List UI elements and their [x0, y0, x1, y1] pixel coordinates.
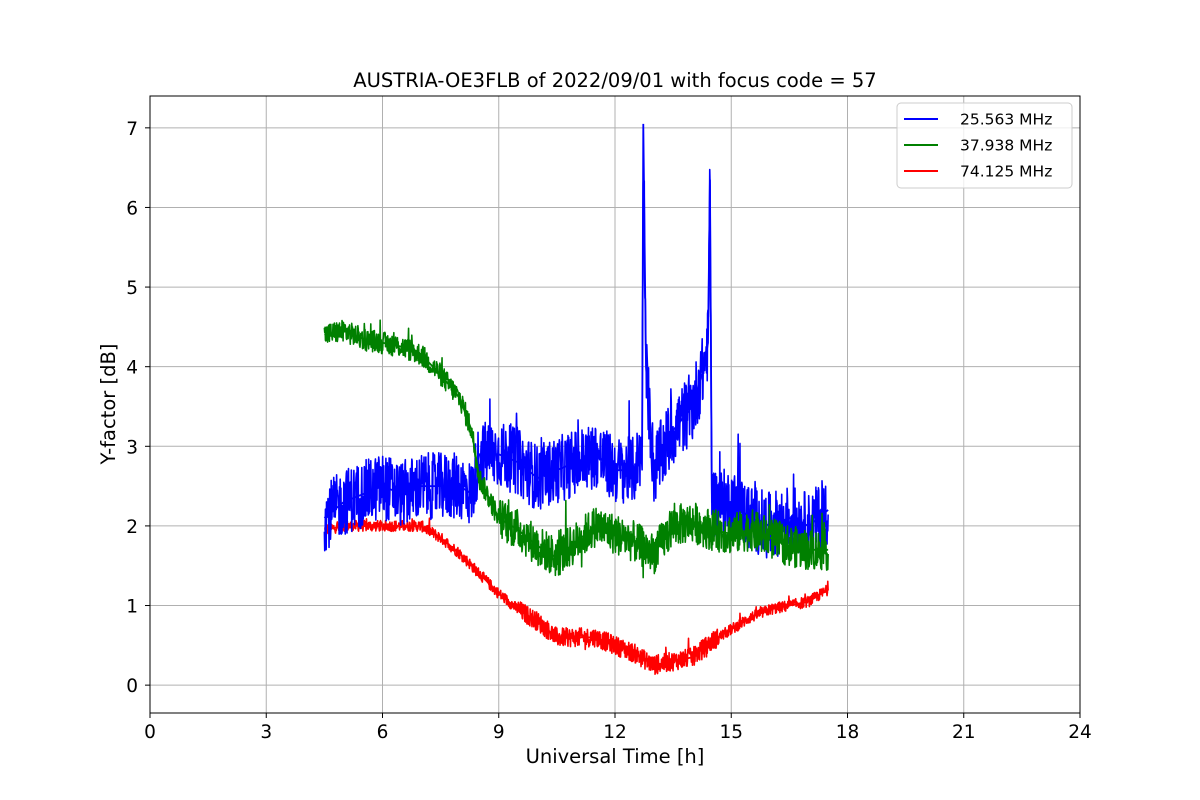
x-tick-label: 18 — [836, 722, 860, 743]
x-axis-ticks: 0 3 6 9 12 15 18 21 24 — [144, 713, 1092, 743]
legend-label-series-3: 74.125 MHz — [960, 163, 1052, 181]
series-noise-trace — [323, 319, 829, 579]
series-layer — [323, 123, 829, 675]
y-axis-label: Y-factor [dB] — [97, 344, 120, 466]
legend: 25.563 MHz 37.938 MHz 74.125 MHz — [896, 102, 1073, 189]
y-tick-label: 7 — [126, 119, 138, 140]
legend-frame — [896, 102, 1073, 189]
y-tick-label: 3 — [126, 437, 138, 458]
x-axis-label: Universal Time [h] — [526, 745, 705, 768]
x-tick-label: 6 — [377, 722, 389, 743]
y-tick-label: 1 — [126, 597, 138, 618]
x-tick-label: 12 — [603, 722, 627, 743]
y-tick-label: 4 — [126, 358, 138, 379]
y-axis-ticks: 0 1 2 3 4 5 6 7 — [126, 119, 150, 697]
series-noise-trace — [323, 168, 829, 559]
y-tick-label: 2 — [126, 517, 138, 538]
series-line — [324, 525, 829, 667]
series-noise-trace — [323, 517, 829, 675]
y-tick-label: 0 — [126, 676, 138, 697]
plot-area — [149, 95, 1081, 714]
y-tick-label: 5 — [126, 278, 138, 299]
x-tick-label: 3 — [260, 722, 272, 743]
x-tick-label: 0 — [144, 722, 156, 743]
legend-label-series-1: 25.563 MHz — [960, 111, 1052, 129]
legend-label-series-2: 37.938 MHz — [960, 137, 1052, 155]
x-tick-label: 21 — [952, 722, 976, 743]
y-tick-label: 6 — [126, 198, 138, 219]
x-tick-label: 15 — [719, 722, 743, 743]
series-line — [323, 123, 829, 527]
x-tick-label: 9 — [493, 722, 505, 743]
chart-title: AUSTRIA-OE3FLB of 2022/09/01 with focus … — [353, 69, 876, 92]
series-line — [324, 329, 829, 559]
x-tick-label: 24 — [1068, 722, 1092, 743]
